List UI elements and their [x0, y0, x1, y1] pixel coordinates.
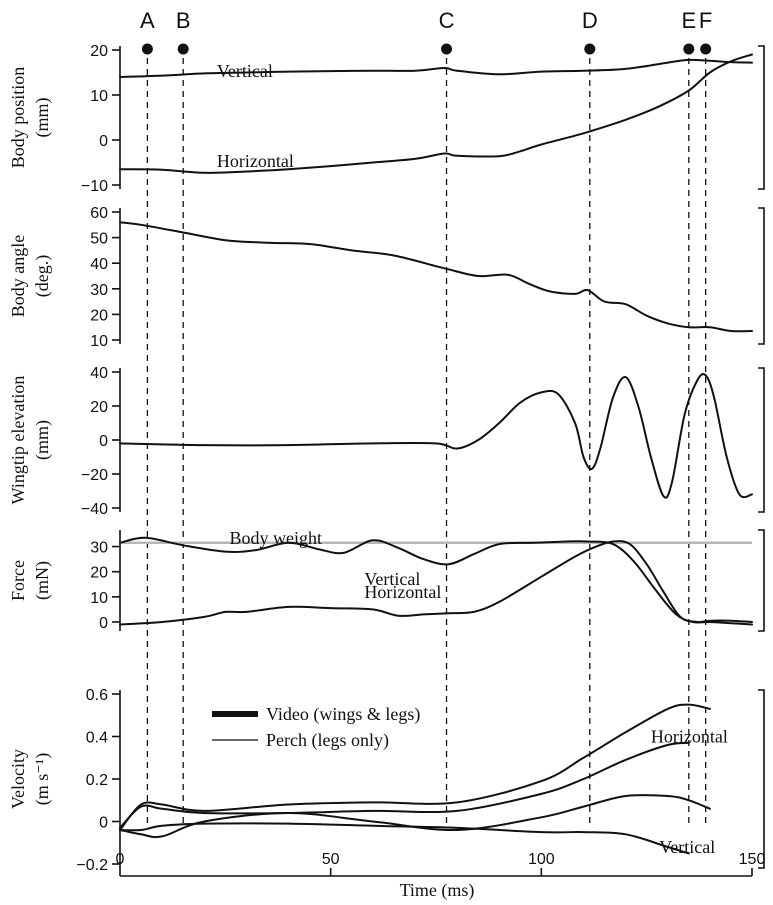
- event-label-c: C: [439, 8, 455, 33]
- event-dot-e: [683, 43, 695, 55]
- series-line-video-wings-legs: [119, 703, 711, 831]
- series-annotation: Body weight: [230, 528, 323, 548]
- time-axis: Time (ms) 0 50 100 150: [116, 851, 766, 901]
- y-tick-label: 60: [90, 205, 108, 222]
- y-tick-label: −10: [81, 178, 108, 195]
- series-line-1: [119, 221, 753, 333]
- panel-5: 0.6 0.4 0.2 0 −0.2 Velocity (m s⁻¹) Horizontal V…: [8, 687, 765, 874]
- series-annotation: Horizontal: [651, 727, 728, 747]
- y-axis-right: [758, 367, 765, 513]
- x-tick-label: 150: [739, 851, 766, 868]
- y-tick-label: 20: [90, 399, 108, 416]
- panel-3: 40 20 0 −20 −40 Wingtip elevation (mm): [8, 365, 765, 518]
- x-tick-label: 100: [528, 851, 555, 868]
- xaxis-label: Time (ms): [400, 880, 475, 901]
- panel-4: 30 20 10 0 Force (mN) Body weight VerticalHoriz…: [8, 528, 765, 632]
- event-label-b: B: [176, 8, 191, 33]
- y-axis-label: (deg.): [32, 255, 53, 297]
- y-tick-label: 50: [90, 231, 108, 248]
- y-axis-label: (mm): [32, 420, 53, 460]
- y-tick-label: 10: [90, 590, 108, 607]
- y-axis-label: Body angle: [8, 235, 28, 318]
- y-axis-right: [758, 529, 765, 632]
- legend-label: Perch (legs only): [266, 730, 389, 751]
- y-tick-label: −0.2: [76, 857, 108, 874]
- y-tick-label: 0: [99, 433, 108, 450]
- series-line-2: [119, 794, 711, 839]
- y-axis-label: (mN): [32, 561, 53, 600]
- series-line-perch-legs-only: [119, 741, 690, 829]
- y-tick-label: 0: [99, 133, 108, 150]
- x-tick-label: 0: [116, 851, 125, 868]
- series-annotation: Vertical: [364, 569, 420, 589]
- y-tick-label: 0: [99, 815, 108, 832]
- y-tick-label: 20: [90, 43, 108, 60]
- legend-label: Video (wings & legs): [266, 704, 420, 725]
- y-tick-label: 30: [90, 540, 108, 557]
- series-annotation: Vertical: [217, 61, 273, 81]
- y-tick-label: 0.2: [86, 772, 108, 789]
- series-line-4: [119, 822, 690, 855]
- series-annotation: Horizontal: [364, 582, 441, 602]
- y-tick-label: 10: [90, 333, 108, 350]
- y-axis-label: (m s⁻¹): [32, 753, 53, 805]
- event-label-e: E: [681, 8, 696, 33]
- panel-2: 60 50 40 30 20 10 Body angle (deg.): [8, 205, 765, 350]
- series-line-vertical: [119, 58, 753, 78]
- y-axis-label: Body position: [8, 67, 28, 169]
- y-axis-label: Velocity: [8, 749, 28, 809]
- y-tick-label: 0.4: [86, 730, 108, 747]
- series-line-vertical: [119, 536, 753, 626]
- y-tick-label: 0: [99, 615, 108, 632]
- series-annotation: Vertical: [659, 837, 715, 857]
- panel-1: 20 10 0 −10 Body position (mm) Vertical Horizon…: [8, 43, 765, 195]
- series-annotation: Horizontal: [217, 151, 294, 171]
- event-dot-a: [141, 43, 153, 55]
- event-dot-c: [441, 43, 453, 55]
- y-tick-label: 20: [90, 307, 108, 324]
- y-axis-label: (mm): [32, 98, 53, 138]
- y-tick-label: 10: [90, 88, 108, 105]
- y-axis-right: [758, 689, 765, 869]
- series-line-1: [119, 373, 753, 499]
- x-tick-label: 50: [322, 851, 340, 868]
- y-tick-label: 30: [90, 282, 108, 299]
- event-label-f: F: [699, 8, 712, 33]
- y-tick-label: −20: [81, 467, 108, 484]
- y-axis-right: [758, 207, 765, 345]
- event-label-d: D: [582, 8, 598, 33]
- y-tick-label: 0.6: [86, 687, 108, 704]
- y-axis-label: Wingtip elevation: [8, 376, 28, 505]
- event-dot-b: [177, 43, 189, 55]
- y-axis-right: [758, 45, 765, 190]
- event-label-a: A: [140, 8, 155, 33]
- series-line-horizontal: [119, 540, 753, 626]
- y-tick-label: 40: [90, 365, 108, 382]
- series-line-horizontal: [119, 53, 753, 174]
- y-tick-label: 40: [90, 256, 108, 273]
- y-axis-label: Force: [8, 560, 28, 601]
- event-dot-d: [584, 43, 596, 55]
- y-tick-label: −40: [81, 501, 108, 518]
- y-tick-label: 20: [90, 565, 108, 582]
- event-dot-f: [700, 43, 712, 55]
